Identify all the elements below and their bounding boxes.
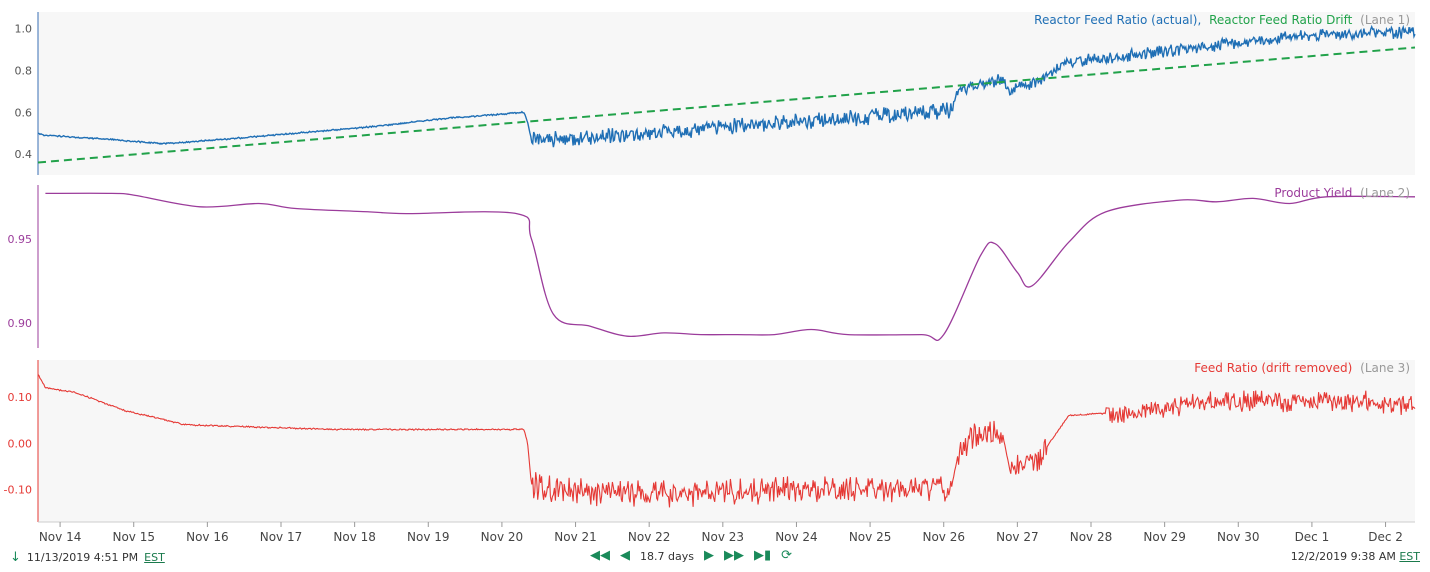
refresh-icon[interactable]: ⟳ xyxy=(781,548,793,563)
lane1-y-tick-label: 0.4 xyxy=(15,148,33,161)
x-tick-label: Nov 15 xyxy=(112,530,155,544)
x-tick-label: Nov 22 xyxy=(628,530,671,544)
lane1-tag: (Lane 1) xyxy=(1360,13,1410,27)
x-tick-label: Nov 28 xyxy=(1070,530,1113,544)
x-axis-ticks: Nov 14 Nov 15 Nov 16 Nov 17 Nov 18 Nov 19 Nov … xyxy=(39,522,1403,544)
feed-ratio-actual-series xyxy=(37,24,1416,148)
lane2-y-tick-label: 0.95 xyxy=(8,233,33,246)
lane3-background xyxy=(38,360,1415,522)
lane1-background xyxy=(38,12,1415,175)
lane3-title: Feed Ratio (drift removed) (Lane 3) xyxy=(1194,361,1410,375)
x-tick-label: Nov 27 xyxy=(996,530,1039,544)
lane1-y-ticks: 1.0 0.8 0.6 0.4 xyxy=(15,23,33,161)
end-time[interactable]: 12/2/2019 9:38 AM xyxy=(1290,550,1396,563)
lane1-title: Reactor Feed Ratio (actual), Reactor Fee… xyxy=(1034,13,1410,27)
end-time-group: 12/2/2019 9:38 AM EST xyxy=(1291,550,1420,563)
feed-ratio-drift-series xyxy=(37,46,1416,164)
lane2-y-ticks: 0.95 0.90 xyxy=(8,233,33,330)
product-yield-series xyxy=(45,192,1416,342)
lane3-tag: (Lane 3) xyxy=(1360,361,1410,375)
x-tick-label: Dec 1 xyxy=(1295,530,1330,544)
lane3-y-tick-label: 0.10 xyxy=(8,391,33,404)
start-time[interactable]: 11/13/2019 4:51 PM xyxy=(26,551,139,564)
rewind-icon[interactable]: ◀◀ xyxy=(590,548,610,563)
x-tick-label: Nov 25 xyxy=(849,530,892,544)
trend-chart: 1.0 0.8 0.6 0.4 0.95 0.90 0.10 0.00 -0.10 Nov … xyxy=(4,12,1416,544)
step-back-icon[interactable]: ◀ xyxy=(620,548,630,563)
feed-ratio-drift-removed-series xyxy=(37,374,1416,508)
lane2-title-text: Product Yield xyxy=(1274,186,1352,200)
lane2-plot xyxy=(45,192,1416,342)
x-tick-label: Nov 18 xyxy=(333,530,376,544)
x-tick-label: Nov 24 xyxy=(775,530,818,544)
step-forward-icon[interactable]: ▶ xyxy=(703,548,714,563)
x-tick-label: Nov 26 xyxy=(922,530,965,544)
x-tick-label: Nov 30 xyxy=(1217,530,1260,544)
lane3-y-tick-label: -0.10 xyxy=(4,484,32,497)
x-tick-label: Nov 14 xyxy=(39,530,82,544)
lane3-y-ticks: 0.10 0.00 -0.10 xyxy=(4,391,32,497)
jump-to-end-icon[interactable]: ▶▮ xyxy=(753,548,772,563)
trend-footer: ↓ 11/13/2019 4:51 PM EST ◀◀ ◀ 18.7 days … xyxy=(0,544,1430,572)
x-tick-label: Dec 2 xyxy=(1368,530,1403,544)
lane1-title-drift: Reactor Feed Ratio Drift xyxy=(1209,13,1353,27)
lane3-title-text: Feed Ratio (drift removed) xyxy=(1194,361,1352,375)
time-span[interactable]: 18.7 days xyxy=(640,549,694,563)
start-time-group: ↓ 11/13/2019 4:51 PM EST xyxy=(10,550,165,565)
lane2-tag: (Lane 2) xyxy=(1360,186,1410,200)
lane2-y-tick-label: 0.90 xyxy=(8,317,33,330)
lane1-y-tick-label: 1.0 xyxy=(15,23,33,36)
x-tick-label: Nov 19 xyxy=(407,530,450,544)
lane1-y-tick-label: 0.8 xyxy=(15,65,33,78)
fast-forward-icon[interactable]: ▶▶ xyxy=(723,548,744,563)
lane3-y-tick-label: 0.00 xyxy=(8,437,33,450)
lane2-title: Product Yield (Lane 2) xyxy=(1274,186,1410,200)
x-tick-label: Nov 29 xyxy=(1143,530,1186,544)
time-navigation: ◀◀ ◀ 18.7 days ▶ ▶▶ ▶▮ ⟳ xyxy=(590,548,792,564)
lane1-plot xyxy=(37,24,1416,164)
x-tick-label: Nov 23 xyxy=(702,530,745,544)
lane1-y-tick-label: 0.6 xyxy=(15,106,33,119)
lane1-title-actual: Reactor Feed Ratio (actual), xyxy=(1034,13,1201,27)
x-tick-label: Nov 21 xyxy=(554,530,597,544)
end-timezone[interactable]: EST xyxy=(1399,550,1420,563)
lane3-plot xyxy=(37,374,1416,508)
x-tick-label: Nov 17 xyxy=(260,530,303,544)
x-tick-label: Nov 20 xyxy=(481,530,524,544)
down-arrow-icon[interactable]: ↓ xyxy=(10,550,21,565)
start-timezone[interactable]: EST xyxy=(144,551,165,564)
x-tick-label: Nov 16 xyxy=(186,530,229,544)
